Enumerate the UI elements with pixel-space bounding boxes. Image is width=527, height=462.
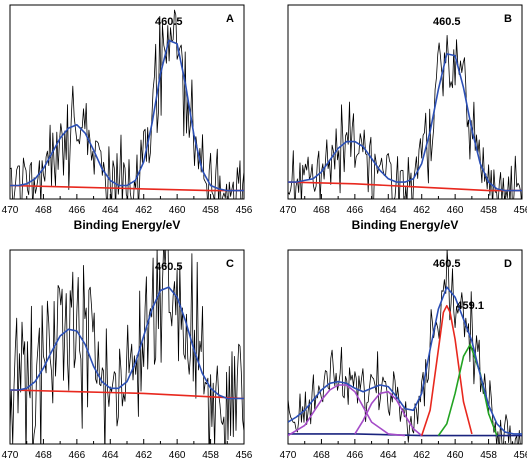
raw-spectrum-line — [288, 35, 522, 199]
x-tick-label: 462 — [135, 205, 152, 216]
fit-component-line — [437, 343, 498, 437]
x-tick-label: 466 — [69, 205, 86, 216]
fit-envelope-line — [10, 286, 244, 400]
plot-area — [10, 9, 244, 199]
x-tick-label: 464 — [380, 205, 397, 216]
plot-area — [10, 250, 244, 444]
x-tick-label: 456 — [236, 450, 253, 461]
x-tick-label: 468 — [35, 450, 52, 461]
peak-annotation: 460.5 — [155, 16, 183, 28]
panel-label: C — [226, 258, 234, 270]
x-tick-label: 462 — [413, 205, 430, 216]
plot-area — [288, 35, 522, 199]
x-tick-label: 466 — [69, 450, 86, 461]
x-tick-label: 464 — [102, 205, 119, 216]
x-tick-label: 470 — [2, 450, 19, 461]
peak-annotation: 460.5 — [433, 16, 461, 28]
fit-envelope-line — [288, 286, 522, 435]
fit-component-line — [288, 384, 406, 437]
panel-label: D — [504, 258, 512, 270]
x-tick-label: 470 — [280, 450, 297, 461]
baseline-line — [10, 389, 244, 400]
x-tick-label: 462 — [135, 450, 152, 461]
fit-component-line — [354, 390, 423, 437]
x-tick-label: 468 — [35, 205, 52, 216]
x-tick-label: 464 — [380, 450, 397, 461]
plot-area — [288, 250, 522, 444]
fit-component-line — [420, 304, 473, 436]
panel-b: 470 468 466 464 462 460 458 456 Binding Energy/e… — [280, 4, 527, 232]
x-tick-label: 458 — [202, 450, 219, 461]
x-tick-label: 458 — [480, 205, 497, 216]
x-tick-label: 460 — [447, 205, 464, 216]
x-tick-label: 456 — [514, 450, 527, 461]
x-tick-label: 468 — [313, 450, 330, 461]
x-axis-label: Binding Energy/eV — [74, 218, 181, 232]
x-tick-label: 466 — [347, 450, 364, 461]
baseline-line — [288, 181, 522, 192]
fit-envelope-line — [10, 39, 244, 192]
x-tick-label: 468 — [313, 205, 330, 216]
x-tick-label: 458 — [202, 205, 219, 216]
raw-spectrum-line — [10, 250, 244, 444]
baseline-line — [10, 184, 244, 192]
panel-label: A — [226, 13, 234, 25]
x-tick-label: 460 — [169, 205, 186, 216]
x-tick-label: 458 — [480, 450, 497, 461]
fit-envelope-line — [288, 53, 522, 192]
x-tick-label: 464 — [102, 450, 119, 461]
x-tick-label: 466 — [347, 205, 364, 216]
panel-label: B — [504, 13, 512, 25]
peak-annotation: 459.1 — [456, 300, 484, 312]
x-tick-label: 470 — [2, 205, 19, 216]
x-tick-label: 460 — [447, 450, 464, 461]
x-tick-label: 456 — [236, 205, 253, 216]
x-tick-label: 460 — [169, 450, 186, 461]
peak-annotation: 460.5 — [155, 261, 183, 273]
x-tick-label: 470 — [280, 205, 297, 216]
x-tick-label: 462 — [413, 450, 430, 461]
x-axis-label: Binding Energy/eV — [352, 218, 459, 232]
panel-a: 470 468 466 464 462 460 458 456 Binding Energy/e… — [2, 4, 253, 232]
raw-spectrum-line — [288, 250, 521, 444]
peak-annotation: 460.5 — [433, 258, 461, 270]
x-tick-label: 456 — [514, 205, 527, 216]
raw-spectrum-line — [10, 9, 244, 199]
